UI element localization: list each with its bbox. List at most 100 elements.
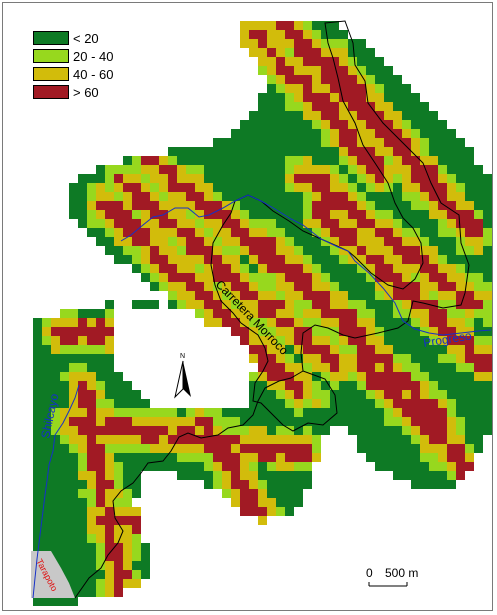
slope-cell xyxy=(249,111,258,120)
slope-cell xyxy=(222,453,231,462)
slope-cell xyxy=(69,471,78,480)
slope-cell xyxy=(339,192,348,201)
slope-cell xyxy=(357,138,366,147)
slope-cell xyxy=(87,552,96,561)
slope-cell xyxy=(105,345,114,354)
slope-cell xyxy=(204,480,213,489)
slope-cell xyxy=(258,66,267,75)
slope-cell xyxy=(483,345,492,354)
slope-cell xyxy=(87,489,96,498)
slope-cell xyxy=(285,210,294,219)
slope-cell xyxy=(168,219,177,228)
slope-cell xyxy=(366,426,375,435)
slope-cell xyxy=(438,156,447,165)
slope-cell xyxy=(456,426,465,435)
legend-item: 40 - 60 xyxy=(33,65,113,83)
slope-cell xyxy=(87,588,96,597)
slope-cell xyxy=(87,363,96,372)
slope-cell xyxy=(420,318,429,327)
slope-cell xyxy=(393,345,402,354)
slope-cell xyxy=(393,462,402,471)
slope-cell xyxy=(429,210,438,219)
slope-cell xyxy=(204,309,213,318)
slope-cell xyxy=(303,408,312,417)
slope-cell xyxy=(393,264,402,273)
slope-cell xyxy=(141,399,150,408)
slope-cell xyxy=(456,336,465,345)
slope-cell xyxy=(447,291,456,300)
slope-cell xyxy=(177,174,186,183)
slope-map: N Carretera Morroco Shilcayo Progreso Ta… xyxy=(31,20,492,606)
slope-cell xyxy=(429,444,438,453)
slope-cell xyxy=(429,219,438,228)
slope-cell xyxy=(474,318,483,327)
slope-cell xyxy=(186,273,195,282)
slope-cell xyxy=(69,327,78,336)
slope-cell xyxy=(240,138,249,147)
slope-cell xyxy=(447,336,456,345)
slope-cell xyxy=(249,48,258,57)
slope-cell xyxy=(456,453,465,462)
slope-cell xyxy=(204,228,213,237)
slope-cell xyxy=(330,138,339,147)
slope-cell xyxy=(456,354,465,363)
slope-cell xyxy=(357,219,366,228)
slope-cell xyxy=(114,480,123,489)
slope-cell xyxy=(447,228,456,237)
slope-cell xyxy=(294,300,303,309)
slope-cell xyxy=(330,174,339,183)
slope-cell xyxy=(42,597,51,606)
slope-cell xyxy=(366,435,375,444)
slope-cell xyxy=(150,264,159,273)
slope-cell xyxy=(231,489,240,498)
slope-cell xyxy=(393,453,402,462)
slope-cell xyxy=(141,228,150,237)
slope-cell xyxy=(384,156,393,165)
slope-cell xyxy=(267,57,276,66)
slope-cell xyxy=(294,129,303,138)
slope-cell xyxy=(123,219,132,228)
slope-cell xyxy=(33,399,42,408)
slope-cell xyxy=(96,309,105,318)
slope-cell xyxy=(420,345,429,354)
slope-cell xyxy=(456,363,465,372)
slope-cell xyxy=(231,309,240,318)
slope-cell xyxy=(213,309,222,318)
slope-cell xyxy=(438,228,447,237)
slope-cell xyxy=(438,435,447,444)
slope-cell xyxy=(330,291,339,300)
slope-cell xyxy=(114,579,123,588)
slope-cell xyxy=(447,255,456,264)
slope-cell xyxy=(285,75,294,84)
watershed-boundary xyxy=(210,20,470,432)
slope-cell xyxy=(348,165,357,174)
slope-cell xyxy=(447,453,456,462)
slope-cell xyxy=(240,408,249,417)
slope-cell xyxy=(168,192,177,201)
slope-cell xyxy=(177,426,186,435)
slope-cell xyxy=(330,219,339,228)
slope-cell xyxy=(258,327,267,336)
slope-cell xyxy=(447,210,456,219)
slope-cell xyxy=(447,273,456,282)
slope-cell xyxy=(303,417,312,426)
slope-cell xyxy=(141,255,150,264)
slope-cell xyxy=(312,444,321,453)
slope-cell xyxy=(303,192,312,201)
slope-cell xyxy=(222,264,231,273)
slope-cell xyxy=(384,147,393,156)
slope-cell xyxy=(258,264,267,273)
slope-cell xyxy=(312,291,321,300)
slope-cell xyxy=(96,417,105,426)
slope-cell xyxy=(222,273,231,282)
slope-cell xyxy=(321,75,330,84)
slope-cell xyxy=(312,57,321,66)
slope-cell xyxy=(438,381,447,390)
slope-cell xyxy=(168,174,177,183)
slope-cell xyxy=(159,237,168,246)
slope-cell xyxy=(60,309,69,318)
slope-cell xyxy=(312,201,321,210)
slope-cell xyxy=(132,453,141,462)
slope-cell xyxy=(339,120,348,129)
slope-cell xyxy=(258,453,267,462)
